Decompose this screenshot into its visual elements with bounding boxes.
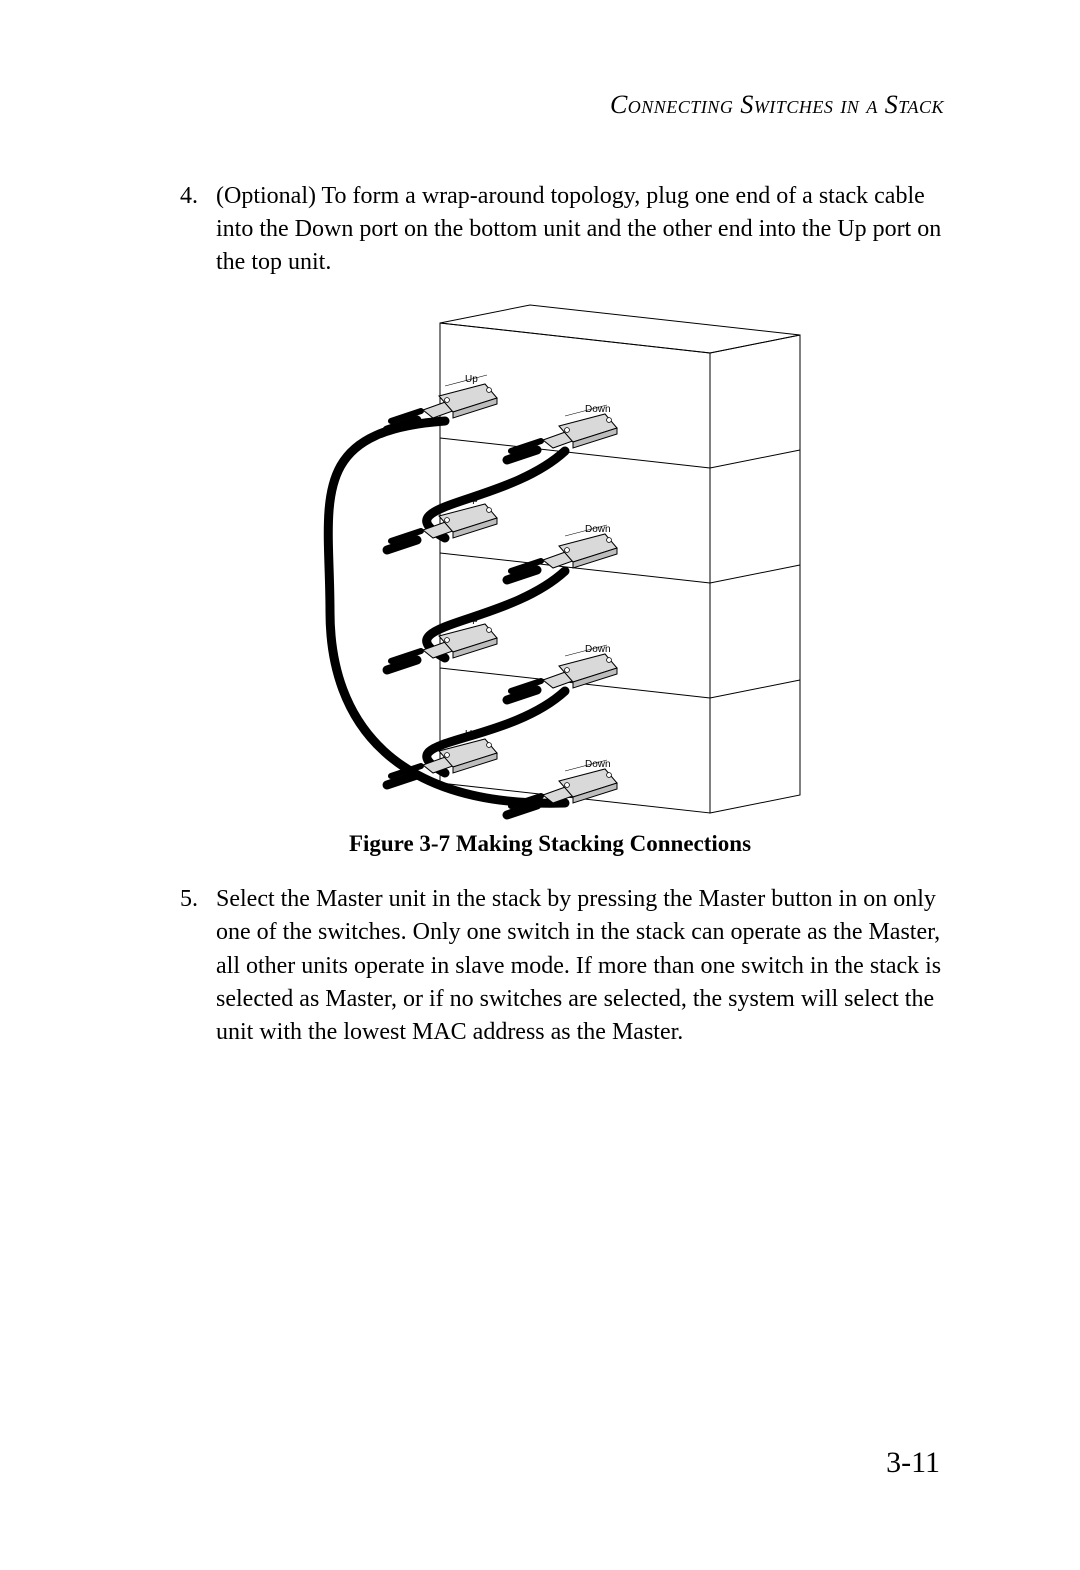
list-text: Select the Master unit in the stack by p…	[216, 883, 950, 1049]
list-item: 5. Select the Master unit in the stack b…	[150, 883, 950, 1049]
stacking-diagram: UpDownUpDownUpDownUpDown	[290, 303, 810, 823]
svg-text:Up: Up	[465, 494, 478, 505]
page-number: 3-11	[886, 1446, 940, 1480]
section-header: Connecting Switches in a Stack	[150, 90, 950, 120]
document-page: Connecting Switches in a Stack 4. (Optio…	[0, 0, 1080, 1570]
svg-text:Up: Up	[465, 614, 478, 625]
list-item: 4. (Optional) To form a wrap-around topo…	[150, 180, 950, 279]
svg-text:Up: Up	[465, 729, 478, 740]
figure: UpDownUpDownUpDownUpDown Figure 3-7 Maki…	[150, 303, 950, 857]
list-text: (Optional) To form a wrap-around topolog…	[216, 180, 950, 279]
section-title: Connecting Switches in a Stack	[610, 90, 944, 119]
figure-caption: Figure 3-7 Making Stacking Connections	[150, 831, 950, 857]
list-number: 4.	[150, 180, 216, 279]
svg-text:Up: Up	[465, 374, 478, 385]
list-number: 5.	[150, 883, 216, 1049]
